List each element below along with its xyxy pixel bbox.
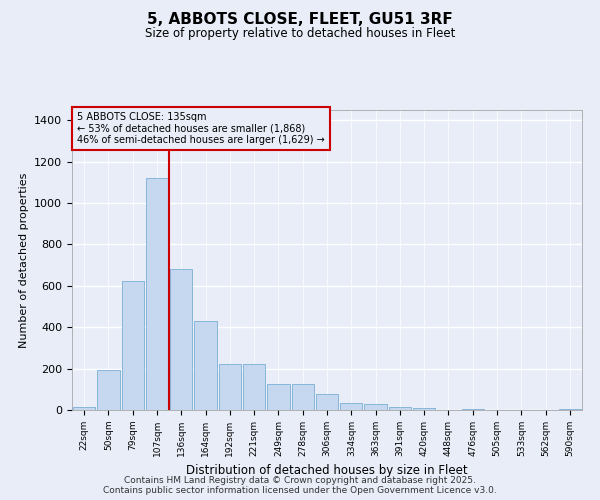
Bar: [194, 321, 217, 410]
Text: Size of property relative to detached houses in Fleet: Size of property relative to detached ho…: [145, 28, 455, 40]
Y-axis label: Number of detached properties: Number of detached properties: [19, 172, 29, 348]
Bar: [146, 178, 168, 410]
Bar: [267, 384, 290, 410]
Text: 5, ABBOTS CLOSE, FLEET, GU51 3RF: 5, ABBOTS CLOSE, FLEET, GU51 3RF: [147, 12, 453, 28]
Bar: [559, 409, 581, 410]
Bar: [461, 409, 484, 410]
Bar: [243, 364, 265, 410]
Bar: [292, 384, 314, 410]
X-axis label: Distribution of detached houses by size in Fleet: Distribution of detached houses by size …: [186, 464, 468, 477]
Bar: [389, 407, 411, 410]
Bar: [122, 280, 144, 410]
Bar: [364, 404, 387, 410]
Bar: [218, 364, 241, 410]
Bar: [413, 408, 436, 410]
Text: 5 ABBOTS CLOSE: 135sqm
← 53% of detached houses are smaller (1,868)
46% of semi-: 5 ABBOTS CLOSE: 135sqm ← 53% of detached…: [77, 112, 325, 144]
Bar: [170, 270, 193, 410]
Bar: [73, 407, 95, 410]
Text: Contains HM Land Registry data © Crown copyright and database right 2025.
Contai: Contains HM Land Registry data © Crown c…: [103, 476, 497, 495]
Bar: [340, 404, 362, 410]
Bar: [316, 394, 338, 410]
Bar: [97, 370, 119, 410]
